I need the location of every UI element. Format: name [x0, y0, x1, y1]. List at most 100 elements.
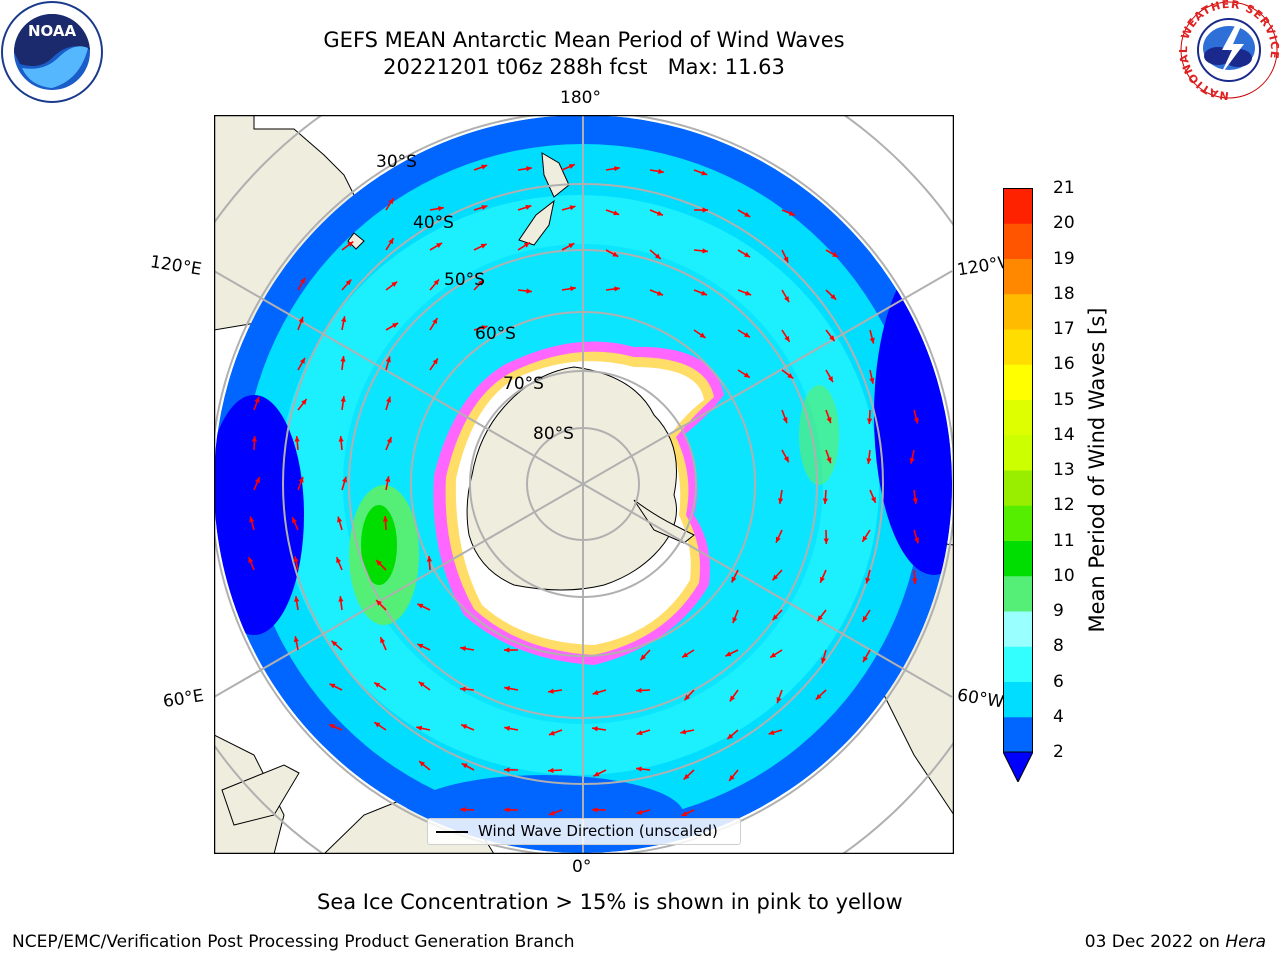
lon-label-120e: 120°E	[148, 252, 203, 280]
direction-arrow-head	[504, 807, 510, 813]
colorbar-tick-label: 2	[1053, 742, 1064, 762]
direction-arrow-head	[461, 724, 468, 730]
colorbar-tick-label: 10	[1053, 565, 1075, 586]
direction-arrow-head	[657, 210, 663, 216]
colorbar-segment	[1003, 611, 1033, 647]
direction-arrow-head	[702, 207, 708, 213]
direction-arrow-head	[701, 290, 708, 296]
direction-arrow-head	[436, 242, 443, 248]
direction-arrow-head	[388, 198, 394, 205]
direction-arrow-head	[682, 652, 689, 658]
direction-arrow-head	[681, 811, 688, 817]
map-legend: Wind Wave Direction (unscaled)	[427, 818, 741, 845]
colorbar-segment	[1003, 540, 1033, 577]
direction-arrow-head	[823, 538, 829, 544]
lon-label-60e: 60°E	[161, 685, 206, 713]
direction-arrow-head	[815, 693, 822, 700]
colorbar-tick-label: 17	[1053, 319, 1075, 339]
direction-arrow-head	[298, 476, 304, 483]
direction-arrow-head	[345, 279, 352, 286]
direction-arrow-head	[504, 725, 511, 732]
direction-arrow-head	[783, 256, 789, 263]
direction-arrow-head	[526, 288, 532, 294]
direction-arrow-head	[914, 537, 920, 544]
direction-arrow-head	[829, 335, 835, 342]
direction-arrow-head	[701, 170, 708, 176]
colorbar-tick-label: 9	[1053, 601, 1064, 621]
direction-arrow-head	[438, 205, 444, 212]
direction-arrow-head	[684, 694, 691, 701]
direction-arrow-head	[821, 657, 827, 664]
colorbar-tick-label: 14	[1053, 424, 1075, 445]
direction-arrow-head	[460, 646, 466, 652]
lat-label-80s: 80°S	[533, 424, 574, 444]
direction-arrow-head	[592, 807, 598, 813]
lon-label-0: 0°	[572, 857, 592, 877]
colorbar-segment	[1003, 293, 1033, 330]
chart-title: GEFS MEAN Antarctic Mean Period of Wind …	[323, 28, 845, 52]
direction-arrow-head	[254, 396, 260, 403]
direction-arrow-head	[702, 248, 708, 254]
direction-arrow-head	[822, 498, 828, 504]
direction-arrow-head	[338, 596, 344, 602]
colorbar-tick-label: 13	[1053, 460, 1075, 480]
direction-arrow-head	[374, 722, 381, 728]
direction-arrow-head	[340, 356, 346, 362]
colorbar-segment	[1003, 434, 1033, 471]
direction-arrow-head	[727, 733, 734, 740]
direction-arrow-head	[744, 252, 751, 258]
direction-arrow-head	[912, 498, 918, 504]
direction-arrow-head	[729, 775, 735, 781]
direction-arrow-head	[385, 356, 391, 363]
direction-arrow-head	[416, 725, 423, 731]
direction-arrow-head	[293, 556, 299, 563]
direction-arrow-head	[481, 204, 488, 210]
land-new-zealand	[518, 152, 570, 246]
direction-arrow-head	[636, 687, 642, 694]
legend-line-sample	[436, 831, 468, 833]
direction-arrow-head	[386, 396, 392, 403]
direction-arrow-head	[863, 656, 869, 663]
direction-arrow-head	[657, 290, 664, 296]
polar-map	[214, 115, 954, 854]
colorbar-tick-label: 6	[1053, 671, 1064, 692]
direction-arrow-head	[909, 457, 915, 464]
direction-arrow-head	[568, 243, 575, 249]
colorbar-tick-label: 19	[1053, 248, 1075, 269]
direction-arrow-head	[338, 436, 344, 442]
direction-arrow-head	[388, 238, 394, 245]
colorbar-tick-label: 8	[1053, 636, 1064, 657]
colorbar-segment	[1003, 646, 1033, 682]
direction-arrow-head	[382, 516, 389, 522]
direction-arrow-head	[251, 436, 258, 442]
direction-arrow-head	[770, 652, 777, 658]
colorbar-tick-label: 16	[1053, 354, 1075, 375]
direction-arrow-head	[745, 290, 752, 296]
colorbar-segment	[1003, 575, 1033, 612]
direction-arrow-head	[784, 335, 790, 342]
colorbar-tick-label: 18	[1053, 283, 1075, 304]
footer-host: Hera	[1225, 932, 1266, 952]
direction-arrow-head	[523, 242, 530, 248]
nws-logo: NATIONAL WEATHER SERVICE	[1178, 0, 1280, 100]
direction-arrow-head	[548, 688, 554, 694]
direction-arrow-head	[419, 761, 426, 767]
direction-arrow-head	[300, 277, 306, 284]
lat-label-70s: 70°S	[503, 374, 544, 394]
direction-arrow-head	[504, 767, 510, 773]
wind-wave-direction-arrows	[248, 163, 920, 817]
direction-arrow-head	[504, 647, 510, 653]
direction-arrow-head	[593, 771, 600, 777]
direction-arrow-head	[768, 729, 775, 735]
direction-arrow-head	[460, 686, 466, 692]
direction-arrow-head	[788, 210, 795, 216]
direction-arrow-head	[725, 651, 732, 657]
colorbar-tick-label: 15	[1053, 389, 1075, 410]
direction-arrow-head	[772, 614, 779, 621]
direction-arrow-head	[417, 643, 424, 649]
direction-arrow-head	[526, 166, 532, 172]
direction-arrow-head	[391, 281, 398, 287]
direction-arrow-head	[376, 560, 382, 566]
sea-ice-note: Sea Ice Concentration > 15% is shown in …	[317, 890, 903, 914]
direction-arrow-head	[301, 398, 307, 405]
